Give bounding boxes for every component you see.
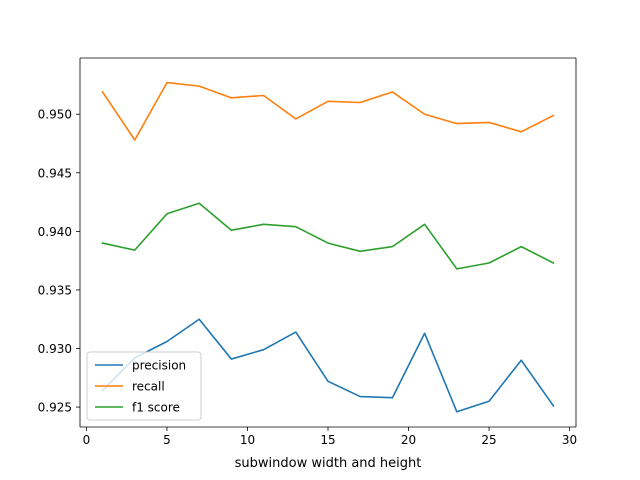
- x-tick-label: 25: [481, 433, 496, 447]
- series-line-precision: [101, 318, 555, 413]
- y-tick-label: 0.950: [38, 108, 72, 122]
- series-line-recall: [101, 81, 555, 141]
- y-tick-label: 0.945: [38, 166, 72, 180]
- y-axis-ticks: 0.925 0.930 0.935 0.940 0.945 0.950: [38, 108, 80, 415]
- x-tick-label: 30: [562, 433, 577, 447]
- legend: precision recall f1 score: [86, 351, 202, 421]
- y-tick-label: 0.925: [38, 401, 72, 415]
- legend-label: precision: [132, 359, 186, 373]
- legend-label: f1 score: [132, 401, 180, 415]
- legend-box: [86, 351, 202, 421]
- x-tick-label: 20: [401, 433, 416, 447]
- x-tick-label: 15: [320, 433, 335, 447]
- legend-label: recall: [132, 380, 165, 394]
- x-axis-ticks: 0 5 10 15 20 25 30: [83, 427, 577, 447]
- x-tick-label: 5: [163, 433, 171, 447]
- x-axis-label: subwindow width and height: [235, 456, 422, 471]
- y-tick-label: 0.930: [38, 342, 72, 356]
- y-tick-label: 0.935: [38, 283, 72, 297]
- x-tick-label: 0: [83, 433, 91, 447]
- series-line-f1-score: [101, 202, 555, 270]
- y-tick-label: 0.940: [38, 225, 72, 239]
- series-layer: [101, 81, 555, 413]
- x-tick-label: 10: [240, 433, 255, 447]
